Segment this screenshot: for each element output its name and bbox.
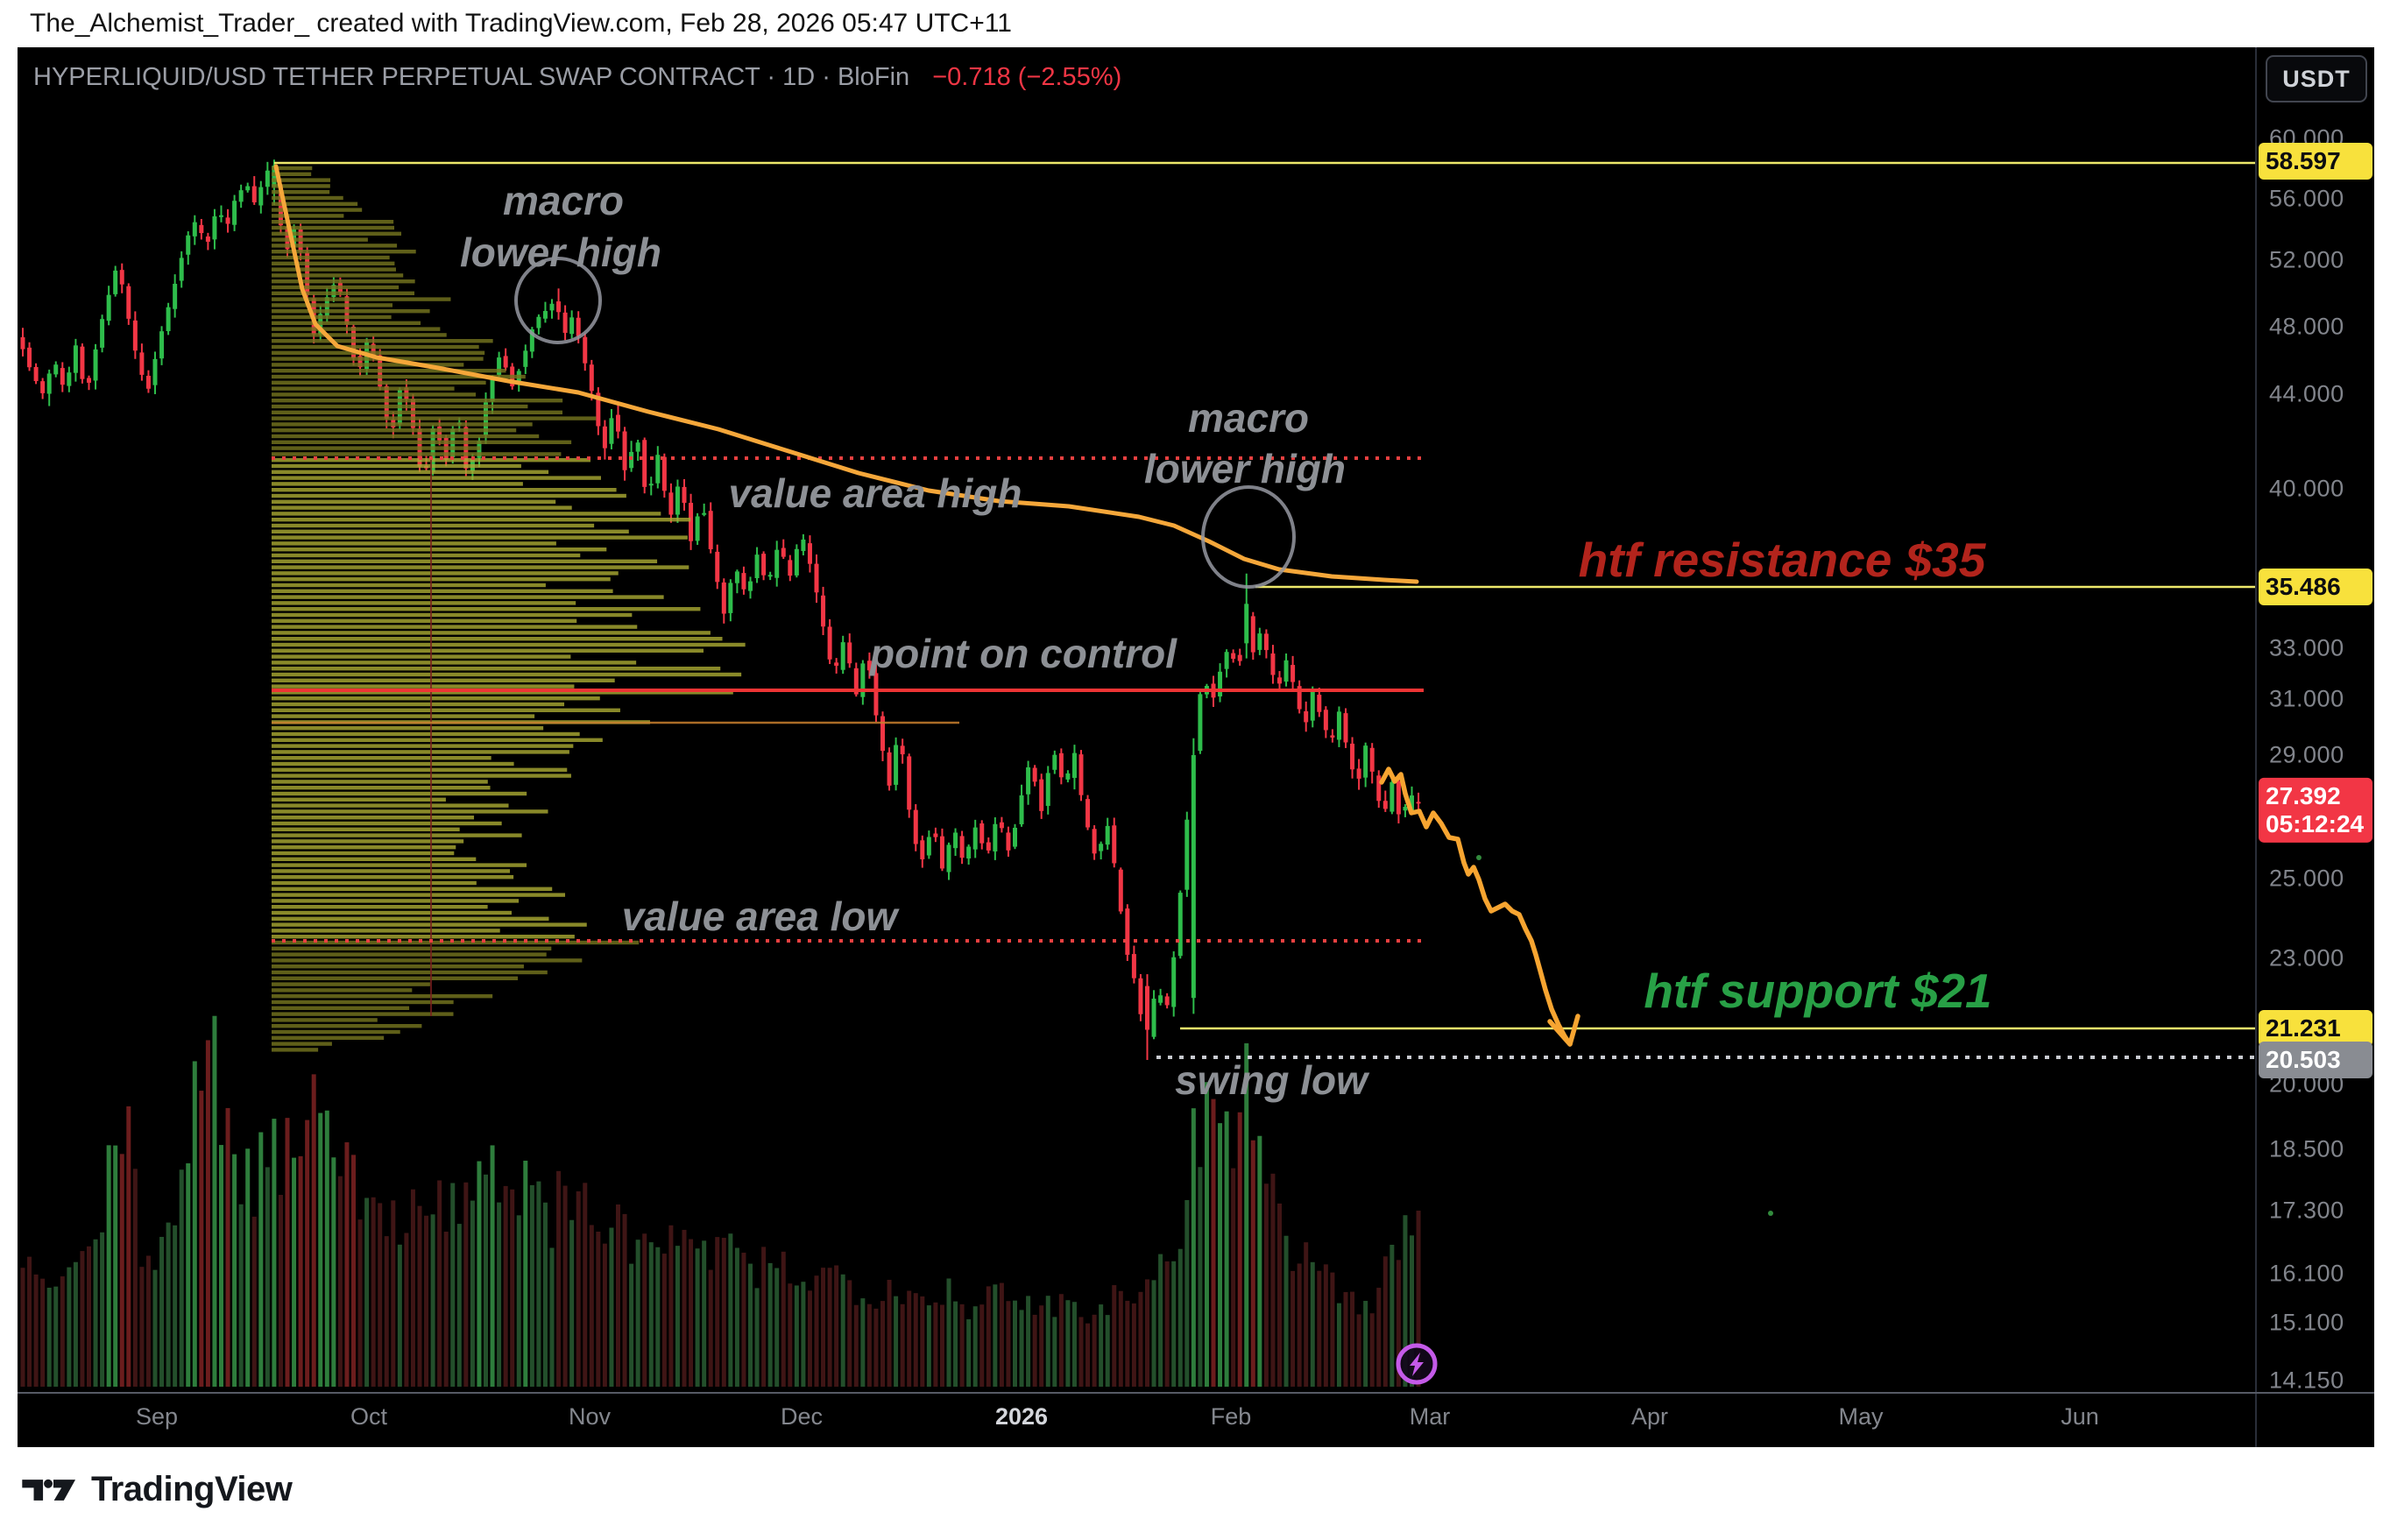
time-axis-label-sep: Sep <box>135 1403 179 1430</box>
currency-toggle-button[interactable]: USDT <box>2266 55 2367 102</box>
price-change: −0.718 (−2.55%) <box>932 63 1122 91</box>
time-axis-label-oct: Oct <box>350 1403 388 1430</box>
annotation-value-area-high: value area high <box>728 470 1022 516</box>
price-tick-label: 23.000 <box>2269 944 2344 971</box>
price-tick-label: 16.100 <box>2269 1260 2344 1287</box>
annotation-swing-low: swing low <box>1175 1056 1368 1103</box>
moving-average-line <box>273 164 1419 584</box>
symbol-title: HYPERLIQUID/USD TETHER PERPETUAL SWAP CO… <box>33 63 910 91</box>
time-axis-label-feb: Feb <box>1210 1403 1252 1430</box>
tradingview-logo: TradingView <box>21 1470 293 1509</box>
annotation-point-on-control: point on control <box>869 630 1177 676</box>
annotation-macro-lower-high-1a: macro <box>502 177 625 223</box>
price-tick-label: 18.500 <box>2269 1135 2344 1162</box>
price-level-chip: 58.597 <box>2259 143 2372 180</box>
time-axis-label-apr: Apr <box>1630 1403 1669 1430</box>
footer: TradingView <box>0 1447 2383 1540</box>
price-tick-label: 56.000 <box>2269 185 2344 212</box>
attribution-text: The_Alchemist_Trader_ created with Tradi… <box>30 9 1012 38</box>
annotation-macro-lower-high-2a: macro <box>1187 394 1310 441</box>
price-tick-label: 48.000 <box>2269 313 2344 340</box>
price-tick-label: 14.150 <box>2269 1367 2344 1394</box>
time-axis-label-dec: Dec <box>780 1403 824 1430</box>
price-tick-label: 40.000 <box>2269 475 2344 502</box>
price-level-chip: 20.503 <box>2259 1042 2372 1078</box>
lightning-replay-icon[interactable] <box>1396 1343 1438 1385</box>
time-axis-label-mar: Mar <box>1409 1403 1451 1430</box>
annotation-htf-support: htf support $21 <box>1644 964 1992 1019</box>
volume-histogram <box>20 1015 1421 1387</box>
last-price-chip: 27.392 05:12:24 <box>2259 777 2372 844</box>
symbol-header: HYPERLIQUID/USD TETHER PERPETUAL SWAP CO… <box>33 63 1121 92</box>
highlight-circle-drawing <box>1201 485 1296 589</box>
annotation-value-area-low: value area low <box>621 893 898 939</box>
price-tick-label: 15.100 <box>2269 1309 2344 1336</box>
price-tick-label: 25.000 <box>2269 865 2344 892</box>
annotation-macro-lower-high-2b: lower high <box>1144 445 1346 491</box>
tradingview-logo-icon <box>22 1479 76 1501</box>
time-axis-label-jun: Jun <box>2061 1403 2099 1430</box>
time-axis-label-2026: 2026 <box>994 1403 1049 1430</box>
last-price-value: 27.392 <box>2266 781 2341 809</box>
price-level-chip: 35.486 <box>2259 569 2372 605</box>
projection-arrow-drawing <box>1379 766 1573 1047</box>
plot-area <box>20 159 2256 1387</box>
tradingview-logo-text: TradingView <box>91 1470 293 1508</box>
arrowhead <box>1547 1014 1580 1047</box>
annotation-macro-lower-high-1b: lower high <box>460 229 661 275</box>
highlight-circle-drawing <box>514 257 602 344</box>
price-tick-label: 52.000 <box>2269 246 2344 273</box>
price-tick-label: 17.300 <box>2269 1197 2344 1224</box>
time-axis-label-may: May <box>1838 1403 1884 1430</box>
annotation-htf-resistance: htf resistance $35 <box>1578 533 1986 588</box>
price-level-chip: 21.231 <box>2259 1010 2372 1047</box>
price-tick-label: 33.000 <box>2269 634 2344 661</box>
time-axis-label-nov: Nov <box>568 1403 612 1430</box>
price-tick-label: 44.000 <box>2269 380 2344 407</box>
volume-profile <box>272 166 746 1052</box>
bar-countdown: 05:12:24 <box>2266 810 2365 837</box>
candlesticks <box>20 159 1421 1060</box>
price-tick-label: 29.000 <box>2269 741 2344 768</box>
price-tick-label: 31.000 <box>2269 685 2344 712</box>
